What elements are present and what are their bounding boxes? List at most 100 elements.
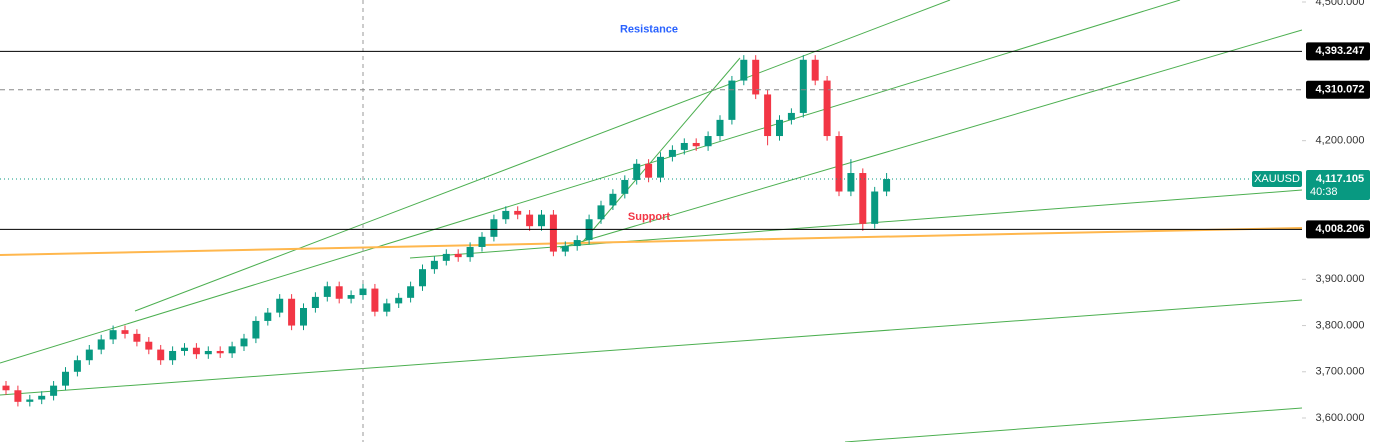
candle-body [442, 253, 450, 261]
candle-body [133, 333, 141, 342]
candle-body [216, 350, 224, 354]
candle-body [407, 286, 415, 298]
last-price-label: 4,117.105 [1316, 173, 1364, 185]
candle-body [633, 163, 641, 180]
annotation: Support [628, 211, 670, 223]
candle-body [323, 286, 331, 297]
candle-body [514, 210, 522, 215]
trend-line [134, 0, 951, 312]
trend-line [0, 299, 1303, 396]
candle-body [371, 288, 379, 312]
candle-body [680, 142, 688, 150]
candle-body [645, 163, 653, 178]
candle-body [752, 59, 760, 95]
candle-body [228, 346, 236, 354]
candle-body [121, 330, 129, 334]
trend-line [0, 0, 1181, 364]
candle-body [240, 338, 248, 347]
candle-body [704, 136, 712, 147]
candle-body [657, 156, 664, 178]
plot [2, 55, 891, 407]
symbol-badge: XAUUSD [1254, 173, 1300, 185]
candle-body [359, 288, 367, 296]
candle-body [347, 295, 355, 299]
annotation: Resistance [620, 24, 678, 36]
candle-body [621, 179, 629, 194]
candle-body [2, 385, 10, 391]
candle-body [502, 210, 510, 220]
candle-body [97, 339, 105, 350]
trend-line [579, 57, 741, 246]
candle-body [383, 303, 391, 312]
candle-body [419, 269, 426, 287]
candle-body [764, 94, 772, 137]
candle-body [668, 149, 676, 157]
candle-body [835, 136, 843, 192]
candle-body [50, 385, 58, 396]
candle-body [549, 214, 557, 252]
candle-body [311, 296, 319, 308]
candle-body [181, 347, 188, 351]
trend-line [0, 227, 1303, 256]
candle-body [145, 341, 153, 350]
price-label: 4,310.072 [1316, 84, 1365, 96]
candle-body [716, 119, 724, 137]
candle-body [62, 371, 69, 386]
candle-body [264, 312, 272, 321]
price-label-bg [1306, 220, 1370, 239]
candle-body [192, 347, 200, 355]
symbol-badge-bg [1252, 170, 1302, 187]
price-label-bg [1306, 80, 1370, 99]
candle-body [573, 240, 581, 247]
candle-body [823, 80, 831, 137]
candle-body [395, 297, 403, 304]
candle-body [85, 349, 93, 361]
candle-body [871, 191, 879, 224]
candle-body [204, 350, 212, 355]
candle-body [276, 298, 284, 313]
candle-body [561, 246, 569, 252]
candle-body [740, 59, 748, 81]
candle-body [859, 173, 867, 224]
price-label-bg [1306, 42, 1370, 61]
candle-body [609, 193, 617, 206]
y-tick-label: 4,200.000 [1316, 135, 1365, 147]
candle-body [169, 350, 177, 361]
candle-body [478, 236, 486, 247]
candle-body [157, 349, 165, 361]
y-tick-label: 4,500.000 [1316, 0, 1365, 8]
candle-body [26, 399, 34, 402]
price-label: 4,393.247 [1316, 45, 1365, 57]
candle-body [466, 246, 474, 258]
candle-body [776, 119, 783, 137]
y-tick-label: 3,700.000 [1316, 366, 1365, 378]
candle-body [526, 214, 534, 227]
trend-line [559, 29, 1303, 249]
candle-body [787, 112, 795, 120]
candle-body [14, 390, 22, 402]
candle-body [288, 298, 296, 326]
price-label: 4,008.206 [1316, 223, 1365, 235]
y-tick-label: 3,600.000 [1316, 412, 1365, 424]
candle-body [692, 142, 700, 147]
candle-body [847, 173, 855, 192]
candle-body [799, 59, 807, 113]
candle-body [728, 80, 736, 120]
candle-body [883, 179, 891, 192]
candle-body [38, 395, 46, 400]
trend-line [409, 189, 1303, 259]
countdown: 40:38 [1310, 186, 1338, 198]
candle-body [490, 219, 498, 237]
y-tick-label: 3,900.000 [1316, 273, 1365, 285]
candle-body [335, 286, 343, 299]
candle-body [252, 320, 260, 339]
candle-body [109, 330, 117, 340]
candle-body [454, 253, 462, 258]
candle-body [73, 360, 81, 372]
candle-body [300, 307, 307, 326]
trend-line [844, 407, 1303, 442]
last-price-bg [1306, 169, 1370, 200]
candle-body [430, 260, 438, 270]
candle-body [538, 214, 545, 227]
